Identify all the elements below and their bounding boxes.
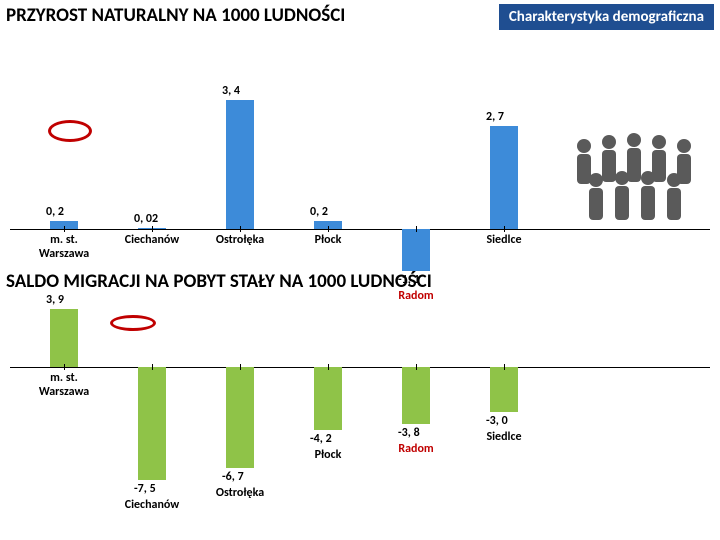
chart1-category-label: Siedlce xyxy=(459,233,549,247)
chart2-value-label: -6, 7 xyxy=(222,470,244,484)
chart1-category-label: Ciechanów xyxy=(107,233,197,247)
chart2-bar xyxy=(50,309,78,368)
chart2-tick xyxy=(328,364,329,370)
chart2-tick xyxy=(240,364,241,370)
chart1-tick xyxy=(328,226,329,232)
chart1-value-label: -1, 1 xyxy=(398,273,420,287)
chart1-value-label: 0, 2 xyxy=(46,205,64,219)
chart2-bar xyxy=(138,367,166,480)
people-icon xyxy=(564,128,714,253)
chart1-tick xyxy=(240,226,241,232)
chart2-tick xyxy=(504,364,505,370)
chart1-bar xyxy=(402,229,430,271)
chart2-tick xyxy=(64,364,65,370)
chart2-value-label: 3, 9 xyxy=(46,293,64,307)
chart2-category-label: Ostrołęka xyxy=(195,486,285,500)
highlight-oval-1 xyxy=(48,120,92,142)
chart2-value-label: -3, 8 xyxy=(398,426,420,440)
chart1-category-label: Płock xyxy=(283,233,373,247)
chart1-title: PRZYROST NATURALNY NA 1000 LUDNOŚCI xyxy=(6,4,345,27)
chart2-value-label: -3, 0 xyxy=(486,414,508,428)
chart2: 3, 9m. st.Warszawa-7, 5Ciechanów-6, 7Ost… xyxy=(10,297,710,497)
chart2-bar xyxy=(226,367,254,468)
chart2-bar xyxy=(402,367,430,424)
chart2-tick xyxy=(416,364,417,370)
chart1-category-label: Ostrołęka xyxy=(195,233,285,247)
header: PRZYROST NATURALNY NA 1000 LUDNOŚCI Char… xyxy=(0,0,720,30)
chart2-category-label: Płock xyxy=(283,448,373,462)
chart2-category-label: Ciechanów xyxy=(107,498,197,512)
chart1-value-label: 3, 4 xyxy=(222,84,240,98)
chart1-tick xyxy=(152,226,153,232)
chart1-value-label: 2, 7 xyxy=(486,110,504,124)
chart1-value-label: 0, 2 xyxy=(310,205,328,219)
chart1-bar xyxy=(490,126,518,229)
chart1-bar xyxy=(226,100,254,229)
chart2-value-label: -7, 5 xyxy=(134,482,156,496)
chart2-category-label: Siedlce xyxy=(459,430,549,444)
chart2-baseline xyxy=(10,367,710,368)
chart1-tick xyxy=(64,226,65,232)
chart1-category-label: m. st.Warszawa xyxy=(19,233,109,261)
chart2-value-label: -4, 2 xyxy=(310,432,332,446)
chart1-tick xyxy=(504,226,505,232)
chart1-value-label: 0, 02 xyxy=(134,212,158,226)
chart1-tick xyxy=(416,226,417,232)
chart2-category-label: m. st.Warszawa xyxy=(19,371,109,399)
chart2-bar xyxy=(490,367,518,412)
chart2-bar xyxy=(314,367,342,430)
chart2-category-label: Radom xyxy=(371,442,461,456)
chart2-tick xyxy=(152,364,153,370)
chart2-title: SALDO MIGRACJI NA POBYT STAŁY NA 1000 LU… xyxy=(0,264,720,293)
ribbon-label: Charakterystyka demograficzna xyxy=(499,4,714,30)
